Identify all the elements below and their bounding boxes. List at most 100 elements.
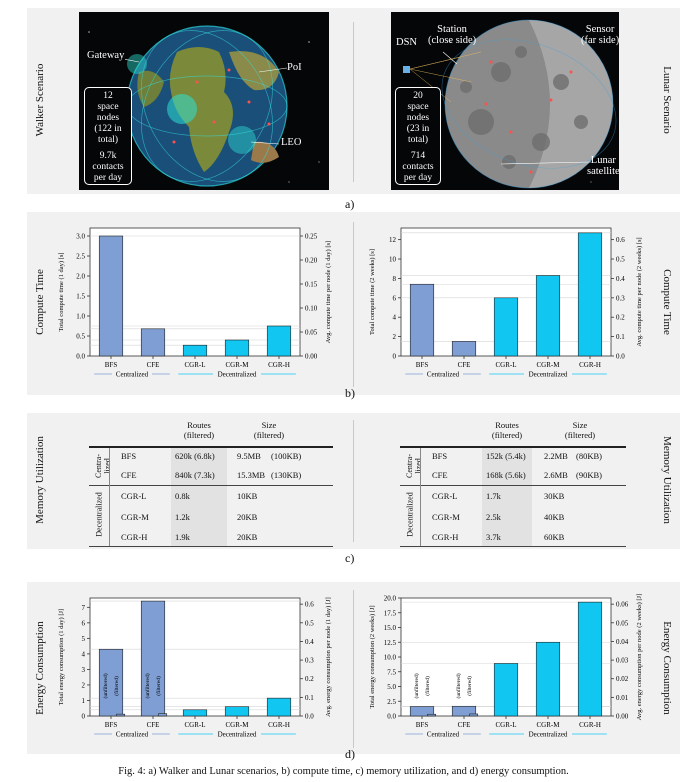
section-d-tag: d): [345, 747, 355, 761]
x-tick-label: CGR-H: [579, 721, 601, 729]
bar-bfs: [409, 283, 435, 357]
table-row: CFE 168k (5.6k) 2.6MB (90KB): [432, 470, 602, 480]
energy-walker-chart: 0 1 2 3 4 5 6 7 0.0 0.1 0.2 0.3 0.4 0.5 0.6 Total energ…: [58, 597, 332, 738]
label-gateway: Gateway: [86, 50, 126, 61]
head-size: Size (filtered): [564, 420, 596, 440]
bar-cgr-l: [493, 663, 519, 717]
y-tick-label: 0: [82, 713, 86, 721]
y-tick-label: 2: [393, 333, 397, 341]
group-decentral-label: Decentralized: [405, 492, 415, 537]
x-tick-label: CGR-L: [185, 361, 206, 369]
label-station: Station (close side): [428, 24, 477, 46]
x-tick-label: CGR-H: [268, 361, 290, 369]
y2-tick-label: 0.25: [305, 233, 318, 241]
x-tick-label: BFS: [416, 361, 429, 369]
group-label-centralized: Centralized: [116, 371, 149, 379]
y-tick-label: 5.0: [387, 683, 396, 691]
y-tick-label: 10.0: [384, 654, 397, 662]
y2-tick-label: 0.01: [616, 694, 629, 702]
y2-tick-label: 0.3: [616, 294, 625, 302]
bar-cgr-l: [182, 344, 208, 357]
bar-filtered-bfs: [427, 713, 437, 717]
bar-note-filtered: (filtered): [466, 676, 473, 696]
table-top-rule: [89, 446, 333, 448]
head-routes: Routes (filtered): [491, 420, 523, 440]
y-tick-label: 2: [82, 681, 86, 689]
y2-axis-label: Avg. energy consumption per node (2 week…: [636, 594, 643, 720]
y-tick-label: 0.5: [76, 333, 85, 341]
y-tick-label: 6: [393, 294, 397, 302]
bar-cgr-m: [535, 641, 561, 717]
y-tick-label: 7.5: [387, 668, 396, 676]
group-label-decentralized: Decentralized: [529, 371, 568, 379]
group-divider: [420, 448, 421, 546]
bar-filtered-bfs: [116, 713, 126, 717]
head-routes: Routes (filtered): [183, 420, 215, 440]
x-tick-label: CGR-H: [579, 361, 601, 369]
x-tick-label: CGR-L: [185, 721, 206, 729]
compute-walker-chart: 0.0 0.5 1.0 1.5 2.0 2.5 3.0 0.00 0.05 0.10 0.15 0.2…: [58, 227, 332, 379]
x-tick-label: CFE: [458, 361, 471, 369]
bar-note-filtered: (filtered): [424, 676, 431, 696]
bar-cgr-m: [535, 275, 561, 357]
y-tick-label: 1: [82, 697, 86, 705]
table-row: CGR-M 2.5k 40KB: [432, 512, 565, 522]
bar-note-unfiltered: (unfiltered): [102, 673, 109, 698]
lunar-stats-box: 20 space nodes (23 in total) 714 contacts p…: [395, 87, 441, 185]
y2-tick-label: 0.20: [305, 257, 318, 265]
group-divider: [109, 448, 110, 546]
y-tick-label: 3: [82, 666, 86, 674]
lunar-side-label: Lunar Scenario: [661, 66, 673, 134]
bar-note-unfiltered: (unfiltered): [144, 673, 151, 698]
bar-cgr-m: [224, 706, 250, 717]
x-tick-label: CGR-M: [537, 361, 561, 369]
x-tick-label: CFE: [458, 721, 471, 729]
y2-tick-label: 0.05: [305, 329, 318, 337]
y-tick-label: 17.5: [384, 609, 397, 617]
walker-contacts-text: 9.7k contacts per day: [92, 151, 124, 183]
head-size: Size (filtered): [253, 420, 285, 440]
x-tick-label: CGR-L: [496, 361, 517, 369]
table-row: CGR-M 1.2k 20KB: [121, 512, 258, 522]
bar-note-filtered: (filtered): [113, 676, 120, 696]
y-tick-label: 8: [393, 275, 397, 283]
x-tick-label: CGR-L: [496, 721, 517, 729]
bar-cgr-h: [577, 232, 603, 357]
y-tick-label: 5: [82, 635, 86, 643]
y-tick-label: 0.0: [387, 713, 396, 721]
table-row: CGR-H 3.7k 60KB: [432, 532, 565, 542]
y2-tick-label: 0.05: [616, 619, 629, 627]
compute-lunar-chart: 0 2 4 6 8 10 12 0.0 0.1 0.2 0.3 0.4 0.5 0.6 Total comp…: [369, 227, 643, 379]
lunar-nodes-text: 20 space nodes (23 in total): [406, 91, 430, 145]
section-b-tag: b): [345, 386, 355, 400]
table-bottom-rule: [89, 546, 333, 547]
bar-bfs: [98, 235, 124, 357]
bar-filtered-cfe: [158, 713, 168, 717]
y2-tick-label: 0.00: [305, 353, 318, 361]
bar-filtered-cfe: [469, 713, 479, 717]
y-tick-label: 2.5: [76, 253, 85, 261]
label-dsn: DSN: [396, 37, 418, 48]
bar-cgr-h: [266, 697, 292, 717]
y-tick-label: 2.0: [76, 273, 85, 281]
x-tick-label: CFE: [147, 361, 160, 369]
group-decentral-label: Decentralized: [94, 492, 104, 537]
memory-table-lunar: Routes (filtered) Size (filtered) Centra-l…: [400, 418, 626, 548]
group-label-decentralized: Decentralized: [218, 371, 257, 379]
section-a-tag: a): [345, 197, 355, 211]
bar-cgr-h: [577, 601, 603, 717]
y-axis-label: Total compute time (2 weeks) [s]: [369, 249, 376, 335]
y2-axis-label: Avg. energy consumption per node (1 day)…: [325, 597, 332, 717]
routes-column-shade: [171, 448, 227, 547]
label-leo: LEO: [281, 137, 302, 148]
y-tick-label: 4: [82, 650, 86, 658]
y2-tick-label: 0.06: [616, 601, 629, 609]
bar-cgr-l: [182, 709, 208, 717]
x-tick-label: BFS: [416, 721, 429, 729]
y-tick-label: 0: [393, 353, 397, 361]
bar-note-unfiltered: (unfiltered): [413, 673, 420, 698]
bar-cgr-m: [224, 339, 250, 357]
routes-column-shade: [482, 448, 532, 547]
y-tick-label: 1.0: [76, 313, 85, 321]
y-tick-label: 7: [82, 604, 86, 612]
